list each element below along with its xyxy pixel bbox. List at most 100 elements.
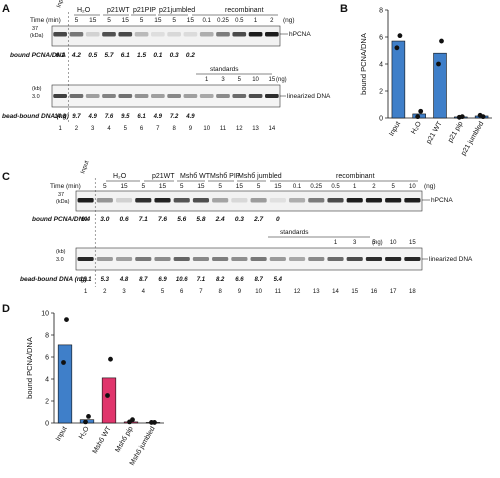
data-point [64, 317, 69, 322]
standard-ng-label: 10 [252, 77, 259, 83]
pcna-value: 6.1 [121, 52, 130, 59]
pcna-band [346, 198, 363, 203]
dna-band [385, 257, 402, 261]
lane-number: 4 [107, 126, 111, 132]
pcna-band [173, 198, 190, 203]
panel-c-times: 5 15 5 15 5 15 5 15 5 15 [103, 183, 282, 190]
time-label: 15 [120, 183, 128, 190]
dna-band [346, 257, 363, 261]
pcna-band [327, 198, 344, 203]
dna-band [365, 257, 383, 261]
panel-c-recombinant-ng: 0.1 0.25 0.5 1 2 5 10 [293, 184, 416, 190]
dna-value: 19.1 [80, 277, 92, 283]
data-point [149, 420, 154, 425]
panel-c-dna-row-label: bead-bound DNA (ng) [20, 276, 87, 283]
recombinant-ng-label: 1 [353, 184, 357, 190]
time-label: 15 [274, 183, 282, 190]
pcna-value: 9.4 [81, 216, 90, 223]
dna-band [173, 257, 190, 261]
pcna-band [308, 198, 325, 203]
lane-number: 6 [180, 289, 184, 295]
lane-number: 9 [238, 289, 242, 295]
dna-band [69, 94, 84, 98]
time-label: 15 [187, 17, 195, 24]
data-point [61, 360, 66, 365]
x-tick-label: p21 WT [425, 120, 444, 145]
panel-c-pcna-row-label: bound PCNA/DNA [32, 216, 88, 223]
pcna-band [248, 32, 263, 37]
pcna-value: 5.8 [196, 216, 205, 223]
time-label: 15 [236, 183, 244, 190]
panel-c-header: Input H₂O p21WT Mshб WT Mshб PIP Mshб ju… [50, 160, 436, 190]
dna-value: 5.4 [274, 277, 283, 283]
pcna-band [404, 198, 421, 203]
data-point [105, 393, 110, 398]
panel-c-time-label: Time (min) [50, 183, 81, 190]
bar [391, 40, 406, 119]
lane-number: 2 [103, 289, 107, 295]
pcna-band [232, 32, 247, 37]
pcna-band [102, 32, 116, 37]
panel-c-marker-3kb: 3.0 [56, 257, 64, 263]
standard-ng-label: 3 [353, 240, 357, 246]
pcna-band [365, 198, 383, 203]
lane-number: 9 [189, 126, 193, 132]
panel-a-kda: (kDa) [30, 33, 44, 39]
dna-band [96, 257, 113, 261]
x-tick-label: H₂O [78, 425, 91, 440]
pcna-value: 0.3 [235, 216, 244, 223]
standard-ng-label: 1 [334, 240, 338, 246]
panel-a-marker-37: 37 [32, 26, 38, 32]
panel-b-letter: B [340, 3, 348, 15]
pcna-band [77, 198, 94, 203]
pcna-band [154, 198, 171, 203]
lane-number: 12 [236, 126, 243, 132]
panel-a-dna-label: linearized DNA [287, 93, 331, 100]
panel-d-letter: D [2, 303, 10, 315]
dna-value: 8.7 [139, 277, 148, 283]
panel-c-pcna-blot [75, 190, 423, 212]
dna-value: 9.7 [72, 114, 81, 120]
panel-a-pcna-blot [51, 25, 281, 47]
dna-band [404, 257, 421, 261]
panel-c-pcna-values: 9.4 3.0 0.6 7.1 7.6 5.6 5.8 2.4 0.3 2.7 0 [81, 216, 280, 223]
x-tick-label: p21 jumbled [460, 120, 485, 157]
time-label: 15 [154, 17, 162, 24]
lane-number: 5 [161, 289, 165, 295]
panel-c-dna-label: linearized DNA [429, 256, 473, 263]
pcna-band [288, 198, 306, 203]
lane-number: 5 [124, 126, 128, 132]
dna-value: 7.1 [197, 277, 206, 283]
time-label: 5 [141, 183, 145, 190]
lane-number: 13 [313, 289, 320, 295]
lane-number: 18 [409, 289, 416, 295]
pcna-band [85, 32, 100, 37]
dna-value: 6.9 [158, 277, 167, 283]
lane-number: 10 [255, 289, 262, 295]
dna-band [288, 257, 306, 261]
pcna-band [231, 198, 248, 203]
dna-value: 4.8 [119, 277, 129, 283]
panel-a-group-recombinant: recombinant [225, 7, 264, 14]
pcna-band [96, 198, 113, 203]
dna-band [151, 94, 165, 98]
dna-band [248, 94, 263, 98]
lane-number: 14 [269, 126, 276, 132]
dna-band [192, 257, 210, 261]
panel-c-pcna-bands [77, 198, 421, 203]
y-tick-label: 6 [379, 35, 383, 42]
y-tick-label: 2 [379, 89, 383, 96]
recombinant-ng-label: 1 [254, 18, 258, 24]
time-label: 5 [107, 17, 111, 24]
standard-ng-label: 15 [409, 240, 416, 246]
pcna-value: 0.5 [88, 52, 97, 59]
pcna-band [199, 32, 214, 37]
panel-d-chart: 0 2 4 6 8 10 bound PCNA/DNA Input H₂O Mshб WT Mshб… [25, 311, 164, 467]
dna-value: 8.2 [216, 277, 225, 283]
standard-ng-label: 15 [269, 77, 276, 83]
pcna-band [115, 198, 133, 203]
panel-a-group-p21jumbled: p21jumbled [159, 7, 195, 14]
dna-value: 10.6 [176, 277, 188, 283]
lane-number: 10 [203, 126, 210, 132]
time-label: 15 [159, 183, 167, 190]
